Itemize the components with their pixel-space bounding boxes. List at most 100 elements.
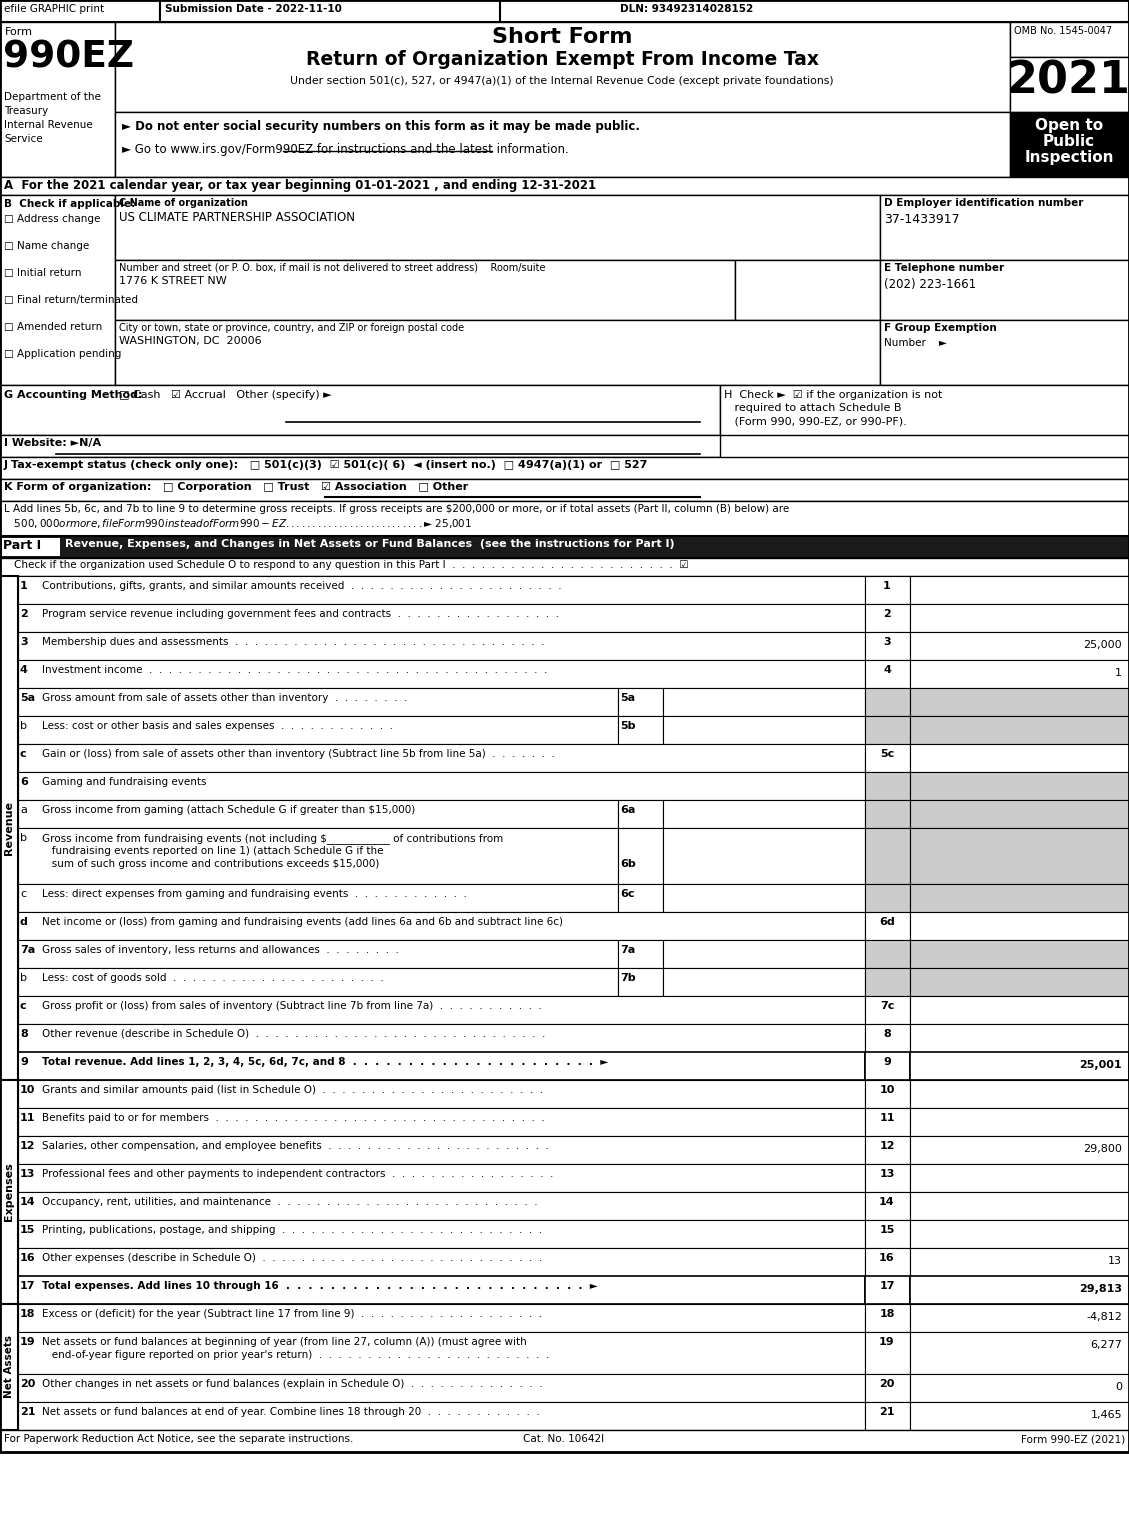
Text: 7c: 7c xyxy=(879,1000,894,1011)
Text: Total revenue. Add lines 1, 2, 3, 4, 5c, 6d, 7c, and 8  .  .  .  .  .  .  .  .  : Total revenue. Add lines 1, 2, 3, 4, 5c,… xyxy=(42,1057,609,1067)
Bar xyxy=(865,1023,910,1052)
Text: required to attach Schedule B: required to attach Schedule B xyxy=(724,403,901,413)
Bar xyxy=(910,604,1129,631)
Bar xyxy=(1010,111,1129,177)
Text: 10: 10 xyxy=(20,1084,35,1095)
Text: Inspection: Inspection xyxy=(1024,149,1113,165)
Bar xyxy=(865,1247,910,1276)
Bar xyxy=(18,1193,865,1220)
Text: Internal Revenue: Internal Revenue xyxy=(5,120,93,130)
Text: 6b: 6b xyxy=(620,859,636,869)
Text: d: d xyxy=(20,917,28,927)
Bar xyxy=(663,717,865,744)
Bar xyxy=(0,479,1129,502)
Text: Membership dues and assessments  .  .  .  .  .  .  .  .  .  .  .  .  .  .  .  . : Membership dues and assessments . . . . … xyxy=(42,637,544,647)
Bar xyxy=(18,1023,865,1052)
Bar xyxy=(910,717,1129,744)
Text: 16: 16 xyxy=(20,1254,36,1263)
Bar xyxy=(18,968,618,996)
Text: Salaries, other compensation, and employee benefits  .  .  .  .  .  .  .  .  .  : Salaries, other compensation, and employ… xyxy=(42,1141,549,1151)
Text: 21: 21 xyxy=(20,1408,35,1417)
Bar xyxy=(0,1080,18,1304)
Bar xyxy=(910,1374,1129,1401)
Text: □ Amended return: □ Amended return xyxy=(5,322,103,332)
Bar xyxy=(1010,21,1129,56)
Text: □ Initial return: □ Initial return xyxy=(5,268,81,278)
Bar xyxy=(910,1109,1129,1136)
Text: c: c xyxy=(20,1000,27,1011)
Bar xyxy=(618,884,663,912)
Bar xyxy=(865,604,910,631)
Text: Occupancy, rent, utilities, and maintenance  .  .  .  .  .  .  .  .  .  .  .  . : Occupancy, rent, utilities, and maintena… xyxy=(42,1197,537,1206)
Text: 15: 15 xyxy=(879,1225,894,1235)
Bar xyxy=(160,0,500,21)
Text: K Form of organization:   □ Corporation   □ Trust   ☑ Association   □ Other: K Form of organization: □ Corporation □ … xyxy=(5,482,469,493)
Text: Gain or (loss) from sale of assets other than inventory (Subtract line 5b from l: Gain or (loss) from sale of assets other… xyxy=(42,749,554,759)
Text: 25,000: 25,000 xyxy=(1084,640,1122,650)
Text: c: c xyxy=(20,749,27,759)
Text: 19: 19 xyxy=(20,1337,36,1347)
Text: 8: 8 xyxy=(883,1029,891,1039)
Bar xyxy=(910,1023,1129,1052)
Bar xyxy=(865,631,910,660)
Text: 2: 2 xyxy=(883,608,891,619)
Bar xyxy=(865,1052,910,1080)
Text: Department of the: Department of the xyxy=(5,92,100,102)
Bar xyxy=(910,688,1129,717)
Text: For Paperwork Reduction Act Notice, see the separate instructions.: For Paperwork Reduction Act Notice, see … xyxy=(5,1434,353,1444)
Bar xyxy=(18,744,865,772)
Text: Gross income from gaming (attach Schedule G if greater than $15,000): Gross income from gaming (attach Schedul… xyxy=(42,805,415,814)
Text: B  Check if applicable:: B Check if applicable: xyxy=(5,198,135,209)
Text: Check if the organization used Schedule O to respond to any question in this Par: Check if the organization used Schedule … xyxy=(14,560,689,570)
Bar xyxy=(1010,56,1129,111)
Text: 5a: 5a xyxy=(20,692,35,703)
Text: 12: 12 xyxy=(879,1141,895,1151)
Bar xyxy=(18,1374,865,1401)
Text: □ Address change: □ Address change xyxy=(5,214,100,224)
Bar xyxy=(0,502,1129,535)
Bar xyxy=(0,1430,1129,1452)
Bar xyxy=(879,195,1129,259)
Text: US CLIMATE PARTNERSHIP ASSOCIATION: US CLIMATE PARTNERSHIP ASSOCIATION xyxy=(119,210,355,224)
Text: Total expenses. Add lines 10 through 16  .  .  .  .  .  .  .  .  .  .  .  .  .  : Total expenses. Add lines 10 through 16 … xyxy=(42,1281,597,1292)
Bar xyxy=(618,717,663,744)
Text: 16: 16 xyxy=(879,1254,895,1263)
Bar xyxy=(18,1136,865,1164)
Text: sum of such gross income and contributions exceeds $15,000): sum of such gross income and contributio… xyxy=(42,859,379,869)
Bar xyxy=(18,688,618,717)
Bar xyxy=(18,1052,865,1080)
Text: □ Final return/terminated: □ Final return/terminated xyxy=(5,294,138,305)
Bar xyxy=(115,259,735,320)
Text: 29,800: 29,800 xyxy=(1083,1144,1122,1154)
Text: 4: 4 xyxy=(20,665,28,676)
Text: b: b xyxy=(20,973,27,984)
Bar xyxy=(18,772,865,801)
Bar xyxy=(115,111,1010,177)
Bar xyxy=(18,604,865,631)
Text: Excess or (deficit) for the year (Subtract line 17 from line 9)  .  .  .  .  .  : Excess or (deficit) for the year (Subtra… xyxy=(42,1308,542,1319)
Bar xyxy=(18,631,865,660)
Text: 1776 K STREET NW: 1776 K STREET NW xyxy=(119,276,227,287)
Bar xyxy=(910,1304,1129,1331)
Text: E Telephone number: E Telephone number xyxy=(884,262,1004,273)
Text: Short Form: Short Form xyxy=(492,27,632,47)
Text: 29,813: 29,813 xyxy=(1079,1284,1122,1295)
Text: Revenue: Revenue xyxy=(5,801,14,856)
Bar xyxy=(910,968,1129,996)
Text: 6,277: 6,277 xyxy=(1091,1340,1122,1350)
Bar xyxy=(865,1164,910,1193)
Bar xyxy=(663,828,865,884)
Text: ► Go to www.irs.gov/Form990EZ for instructions and the latest information.: ► Go to www.irs.gov/Form990EZ for instru… xyxy=(122,143,569,156)
Bar xyxy=(618,968,663,996)
Text: □ Cash   ☑ Accrual   Other (specify) ►: □ Cash ☑ Accrual Other (specify) ► xyxy=(112,390,332,400)
Bar xyxy=(910,996,1129,1023)
Bar xyxy=(910,1247,1129,1276)
Text: b: b xyxy=(20,833,27,843)
Bar xyxy=(865,1220,910,1247)
Bar xyxy=(18,828,618,884)
Bar xyxy=(0,558,1129,576)
Bar xyxy=(663,939,865,968)
Bar xyxy=(865,1331,910,1374)
Bar xyxy=(0,21,115,177)
Text: Under section 501(c), 527, or 4947(a)(1) of the Internal Revenue Code (except pr: Under section 501(c), 527, or 4947(a)(1)… xyxy=(290,76,834,85)
